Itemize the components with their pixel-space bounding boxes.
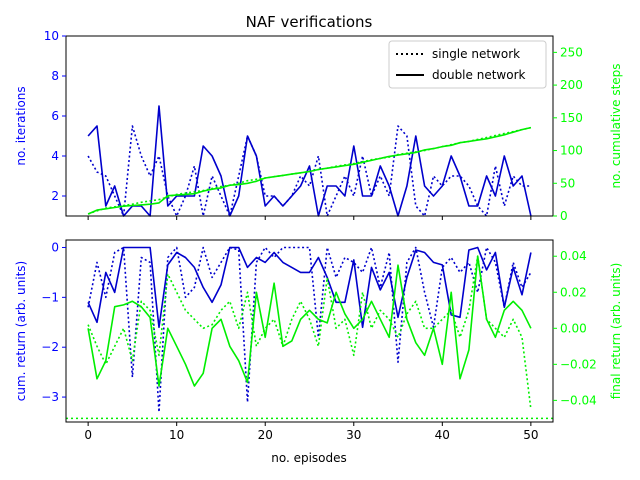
bottom-axes-layer: 0 10 20 30 40 50 −3 −2 −1 0 −0.04 −0.02 0.00 0.02 0.04 — [41, 240, 596, 442]
top-plot-layer — [87, 105, 532, 217]
legend-box — [388, 40, 547, 89]
legend: single network double network — [388, 40, 547, 89]
top-y-tick-label-left: 2 — [51, 189, 59, 203]
bottom-y-tick-label-right: −0.02 — [560, 357, 597, 371]
bottom-series-right-dotted-line — [87, 255, 532, 410]
top-plot-frame — [65, 35, 554, 217]
bottom-plot-frame — [65, 239, 554, 423]
top-y-axis-label-left: no. iterations — [14, 86, 28, 165]
x-tick-label: 50 — [523, 428, 538, 442]
x-tick-label: 40 — [435, 428, 450, 442]
legend-label-single: single network — [432, 47, 520, 61]
bottom-y-axis-label-right: final return (arb. units) — [609, 263, 623, 400]
bottom-y-tick-label-right: 0.00 — [560, 321, 587, 335]
bottom-y-axis-label-left: cum. return (arb. units) — [14, 261, 28, 401]
legend-label-double: double network — [432, 68, 525, 82]
top-y-tick-label-left: 6 — [51, 109, 59, 123]
top-series-left-dotted-line — [87, 125, 531, 217]
bottom-plot-layer — [66, 246, 553, 420]
x-tick-label: 30 — [346, 428, 361, 442]
top-y-tick-label-right: 200 — [560, 78, 583, 92]
top-y-tick-label-right: 100 — [560, 144, 583, 158]
bottom-series-right-solid-line — [87, 255, 532, 387]
top-series-right-solid-line — [87, 126, 532, 215]
bottom-series-left-dotted-line — [87, 246, 532, 413]
bottom-y-tick-label-right: 0.04 — [560, 249, 587, 263]
x-axis-label: no. episodes — [271, 451, 347, 465]
x-tick-label: 0 — [84, 428, 92, 442]
x-tick-label: 20 — [258, 428, 273, 442]
top-y-tick-label-left: 4 — [51, 149, 59, 163]
bottom-y-tick-label-left: 0 — [51, 240, 59, 254]
bottom-y-tick-label-right: −0.04 — [560, 393, 597, 407]
bottom-y-tick-label-left: −3 — [41, 390, 59, 404]
bottom-y-tick-label-left: −1 — [41, 290, 59, 304]
top-y-axis-label-right: no. cumulative steps — [609, 63, 623, 188]
bottom-y-tick-label-right: 0.02 — [560, 285, 587, 299]
top-y-tick-label-left: 8 — [51, 69, 59, 83]
bottom-panel: 0 10 20 30 40 50 −3 −2 −1 0 −0.04 −0.02 0.00 0.02 0.04… — [14, 239, 623, 465]
x-tick-label: 10 — [169, 428, 184, 442]
bottom-y-tick-label-left: −2 — [41, 340, 59, 354]
top-y-tick-label-right: 50 — [560, 176, 575, 190]
top-series-left-solid-line — [87, 105, 532, 217]
top-y-tick-label-right: 150 — [560, 111, 583, 125]
top-y-tick-label-left: 10 — [44, 29, 59, 43]
bottom-series-left-solid-line — [87, 246, 532, 329]
top-y-tick-label-right: 0 — [560, 209, 568, 223]
top-y-tick-label-right: 250 — [560, 45, 583, 59]
chart-title: NAF verifications — [246, 13, 373, 31]
